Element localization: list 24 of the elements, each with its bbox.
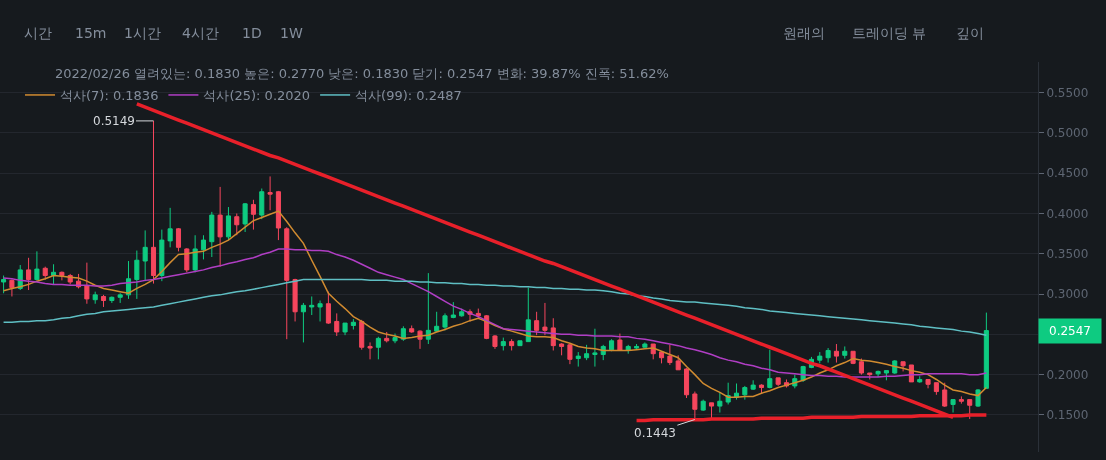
text: 15m	[75, 25, 107, 41]
text: 1W	[280, 25, 303, 41]
annotation: 0.5149	[93, 114, 135, 128]
y-tick-label: 0.4000	[1046, 206, 1089, 221]
y-tick-label: 0.3500	[1046, 246, 1089, 261]
text: 원래의	[783, 25, 825, 41]
text: 4시간	[182, 25, 219, 41]
y-tick-label: 0.5500	[1046, 85, 1089, 100]
text: 트레이딩 뷰	[852, 25, 927, 41]
y-tick-label: 0.1500	[1046, 408, 1089, 423]
text: 깊이	[956, 25, 984, 41]
text: 1시간	[124, 25, 161, 41]
y-tick-label: 0.2000	[1046, 367, 1089, 382]
text: 1D	[242, 25, 262, 41]
legend-label: 석사(25): 0.2020	[203, 88, 311, 104]
legend-label: 석사(99): 0.2487	[355, 88, 462, 104]
chart-subtitle: 2022/02/26 열려있는: 0.1830 높은: 0.2770 낮은: 0.1830 닫기: 0.2547 변화: 39.87% 진폭: 51.62%	[55, 66, 669, 81]
y-tick-label: 0.5000	[1046, 126, 1089, 141]
legend-label: 석사(7): 0.1836	[60, 88, 159, 104]
text: 시간	[24, 25, 52, 41]
text: 0.2547	[1049, 324, 1091, 338]
annotation: 0.1443	[634, 426, 676, 440]
y-tick-label: 0.4500	[1046, 166, 1089, 181]
y-tick-label: 0.3000	[1046, 287, 1089, 302]
